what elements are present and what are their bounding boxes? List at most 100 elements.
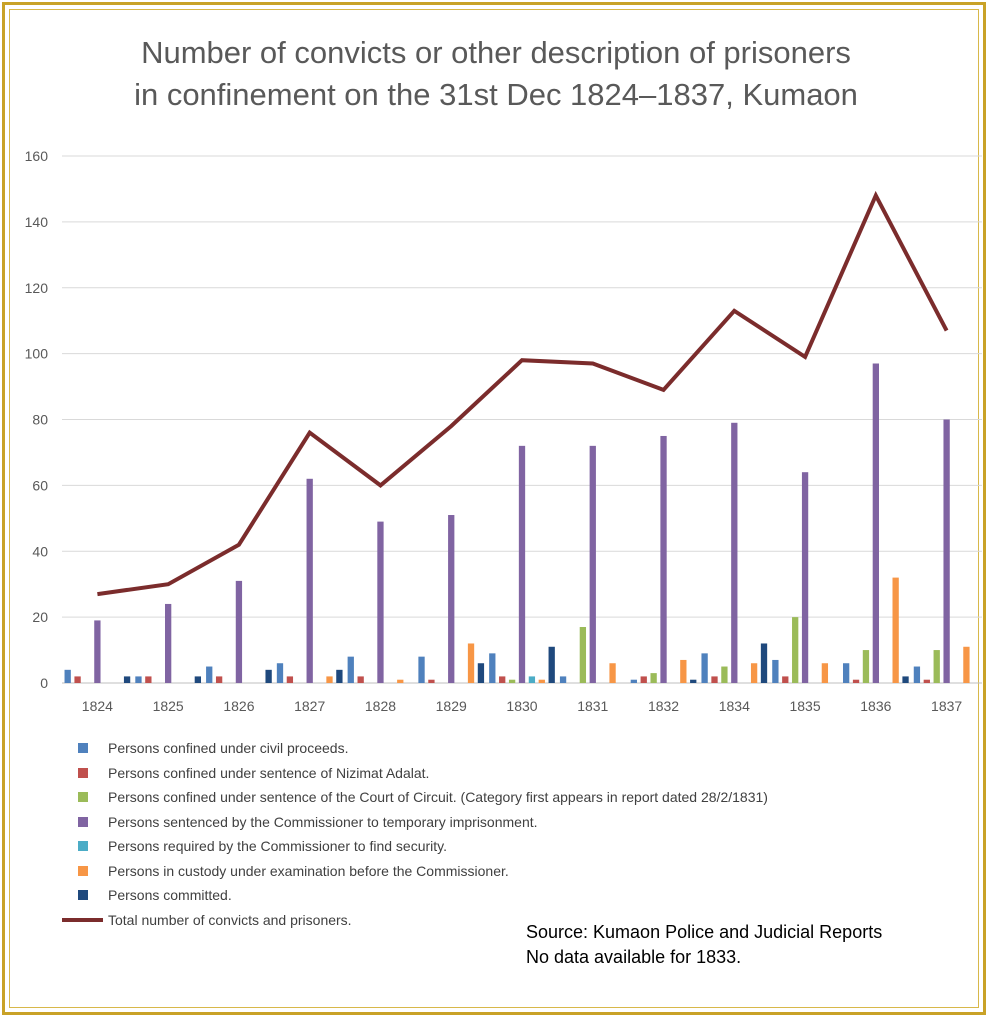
bar-1831-series-3 bbox=[589, 445, 596, 683]
legend-label: Persons required by the Commissioner to … bbox=[108, 838, 447, 855]
legend-item: Persons confined under civil proceeds. bbox=[62, 736, 768, 761]
bar-1827-series-0 bbox=[276, 663, 284, 683]
bar-1825-series-6 bbox=[194, 676, 202, 683]
chart-title: Number of convicts or other description … bbox=[0, 32, 992, 116]
inner-frame bbox=[9, 9, 979, 1008]
x-tick-label: 1836 bbox=[860, 698, 891, 714]
y-tick-label: 100 bbox=[25, 346, 49, 362]
bar-1830-series-3 bbox=[518, 445, 526, 683]
x-tick-label: 1832 bbox=[648, 698, 679, 714]
legend-box-swatch bbox=[62, 743, 103, 754]
x-tick-label: 1828 bbox=[365, 698, 396, 714]
bar-1824-series-1 bbox=[74, 676, 81, 683]
bar-1835-series-0 bbox=[772, 659, 779, 683]
bar-1828-series-0 bbox=[347, 656, 354, 683]
legend-item: Persons confined under sentence of Nizim… bbox=[62, 761, 768, 786]
bar-1830-series-4 bbox=[528, 676, 536, 683]
bar-1837-series-5 bbox=[963, 646, 970, 683]
bar-1836-series-2 bbox=[862, 650, 870, 683]
bar-1829-series-3 bbox=[448, 515, 455, 683]
legend-box-swatch bbox=[62, 816, 103, 827]
bar-1828-series-3 bbox=[377, 521, 384, 683]
legend-item: Persons confined under sentence of the C… bbox=[62, 785, 768, 810]
legend-box-swatch bbox=[62, 841, 103, 852]
bar-1830-series-5 bbox=[538, 679, 545, 683]
line-marks bbox=[97, 190, 949, 597]
x-tick-label: 1831 bbox=[577, 698, 608, 714]
x-tick-label: 1826 bbox=[223, 698, 254, 714]
legend: Persons confined under civil proceeds. Pe… bbox=[62, 736, 768, 932]
bar-1829-series-5 bbox=[467, 643, 475, 683]
bar-1830-series-6 bbox=[548, 646, 555, 683]
y-tick-label: 140 bbox=[25, 214, 49, 230]
bar-1834-series-0 bbox=[701, 653, 708, 683]
x-tick-label: 1829 bbox=[436, 698, 467, 714]
bar-1835-series-5 bbox=[821, 663, 829, 683]
bar-1825-series-0 bbox=[135, 676, 142, 683]
x-tick-label: 1834 bbox=[719, 698, 750, 714]
legend-item: Persons in custody under examination bef… bbox=[62, 859, 768, 884]
legend-label: Persons committed. bbox=[108, 887, 232, 904]
bar-1826-series-3 bbox=[235, 580, 243, 683]
bar-1832-series-6 bbox=[690, 679, 697, 683]
bar-1828-series-5 bbox=[397, 679, 404, 683]
legend-label: Persons confined under sentence of the C… bbox=[108, 789, 768, 806]
bar-1826-series-1 bbox=[215, 676, 223, 683]
bar-1831-series-5 bbox=[609, 663, 616, 683]
x-axis-tick-labels: 1824 1825 1826 1827 1828 1829 1830 1831 1832 1834… bbox=[82, 698, 963, 714]
bar-1830-series-2 bbox=[508, 679, 516, 683]
bar-1837-series-0 bbox=[913, 666, 921, 683]
x-tick-label: 1830 bbox=[506, 698, 537, 714]
legend-item: Total number of convicts and prisoners. bbox=[62, 908, 768, 933]
legend-item: Persons sentenced by the Commissioner to… bbox=[62, 810, 768, 835]
bar-1832-series-2 bbox=[650, 673, 657, 683]
x-tick-label: 1835 bbox=[789, 698, 820, 714]
legend-label: Persons sentenced by the Commissioner to… bbox=[108, 813, 538, 830]
legend-box-swatch bbox=[62, 865, 103, 876]
y-tick-label: 0 bbox=[40, 675, 48, 691]
bar-1835-series-3 bbox=[801, 472, 809, 683]
bar-1827-series-5 bbox=[326, 676, 333, 683]
bar-1827-series-1 bbox=[286, 676, 294, 683]
bar-marks bbox=[64, 363, 970, 683]
bar-1835-series-1 bbox=[782, 676, 789, 683]
bar-1831-series-2 bbox=[579, 627, 587, 683]
bar-1836-series-3 bbox=[872, 363, 879, 683]
y-tick-label: 80 bbox=[32, 412, 48, 428]
legend-label: Persons confined under sentence of Nizim… bbox=[108, 764, 430, 781]
bar-1834-series-3 bbox=[731, 422, 738, 683]
bar-1824-series-0 bbox=[64, 669, 71, 683]
x-tick-label: 1825 bbox=[153, 698, 184, 714]
y-tick-label: 160 bbox=[25, 148, 49, 164]
bar-1826-series-0 bbox=[206, 666, 213, 683]
bar-1836-series-6 bbox=[902, 676, 909, 683]
bar-1837-series-3 bbox=[943, 419, 950, 683]
bar-1827-series-6 bbox=[336, 669, 343, 683]
legend-item: Persons committed. bbox=[62, 883, 768, 908]
bar-1824-series-3 bbox=[94, 620, 101, 683]
bar-1836-series-0 bbox=[842, 663, 850, 683]
bar-1834-series-6 bbox=[760, 643, 768, 683]
x-tick-label: 1837 bbox=[931, 698, 962, 714]
bar-1834-series-1 bbox=[711, 676, 718, 683]
bar-1836-series-5 bbox=[892, 577, 899, 683]
legend-box-swatch bbox=[62, 767, 103, 778]
source-note: Source: Kumaon Police and Judicial Repor… bbox=[526, 920, 882, 970]
source-note-line-2: No data available for 1833. bbox=[526, 947, 742, 967]
y-tick-label: 60 bbox=[32, 477, 48, 493]
bar-1825-series-1 bbox=[145, 676, 152, 683]
bar-1832-series-1 bbox=[640, 676, 647, 683]
y-tick-label: 20 bbox=[32, 609, 48, 625]
bar-1835-series-2 bbox=[792, 617, 799, 683]
bar-1837-series-1 bbox=[923, 679, 930, 683]
bar-1831-series-0 bbox=[559, 676, 567, 683]
legend-item: Persons required by the Commissioner to … bbox=[62, 834, 768, 859]
x-tick-label: 1827 bbox=[294, 698, 325, 714]
legend-label: Persons confined under civil proceeds. bbox=[108, 740, 349, 757]
source-note-line-1: Source: Kumaon Police and Judicial Repor… bbox=[526, 922, 883, 942]
y-axis-tick-labels: 0 20 40 60 80 100 120 140 160 bbox=[25, 148, 49, 691]
bar-1826-series-6 bbox=[265, 669, 272, 683]
x-tick-label: 1824 bbox=[82, 698, 113, 714]
bar-1829-series-0 bbox=[418, 656, 425, 683]
